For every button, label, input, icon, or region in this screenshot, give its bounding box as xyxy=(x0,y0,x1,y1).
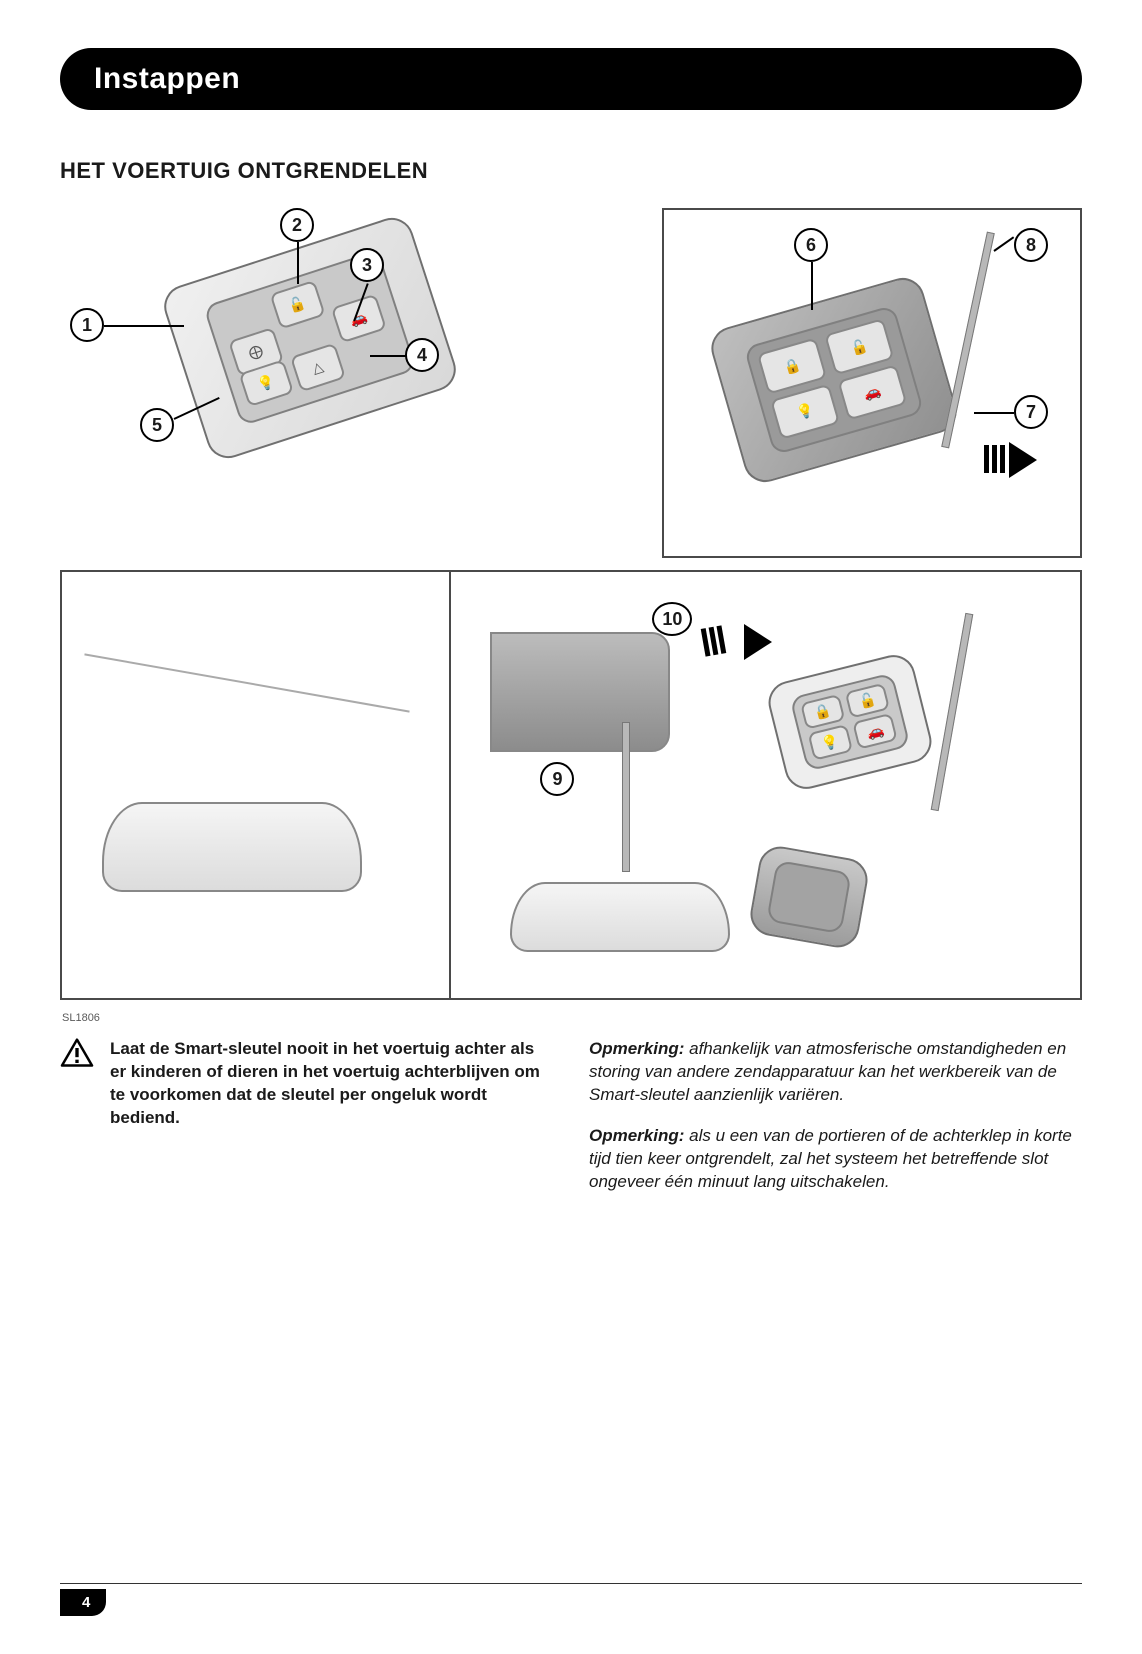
diagram-panel-keyfob-top: ⨁ 🔓 🚗 △ 💡 1 2 3 4 5 xyxy=(60,208,650,558)
callout-3: 3 xyxy=(350,248,384,282)
callout-4: 4 xyxy=(405,338,439,372)
column-left: Laat de Smart-sleutel nooit in het voert… xyxy=(60,1038,553,1212)
diagram-region: ⨁ 🔓 🚗 △ 💡 1 2 3 4 5 🔒 � xyxy=(60,208,1082,1024)
callout-9: 9 xyxy=(540,762,574,796)
chapter-header: Instappen xyxy=(60,48,1082,110)
note-2-label: Opmerking: xyxy=(589,1126,684,1145)
chapter-title: Instappen xyxy=(94,62,240,95)
diagram-panel-keyfob-blade: 🔒 🔓 💡 🚗 6 8 7 xyxy=(662,208,1082,558)
callout-6: 6 xyxy=(794,228,828,262)
column-right: Opmerking: afhankelijk van atmosferische… xyxy=(589,1038,1082,1212)
page-number: 4 xyxy=(60,1589,106,1616)
body-columns: Laat de Smart-sleutel nooit in het voert… xyxy=(60,1038,1082,1212)
callout-7: 7 xyxy=(1014,395,1048,429)
footer-rule xyxy=(60,1583,1082,1584)
warning-text: Laat de Smart-sleutel nooit in het voert… xyxy=(110,1038,553,1130)
callout-2: 2 xyxy=(280,208,314,242)
note-1-label: Opmerking: xyxy=(589,1039,684,1058)
callout-1: 1 xyxy=(70,308,104,342)
callout-5: 5 xyxy=(140,408,174,442)
note-1: Opmerking: afhankelijk van atmosferische… xyxy=(589,1038,1082,1107)
note-2: Opmerking: als u een van de portieren of… xyxy=(589,1125,1082,1194)
callout-10: 10 xyxy=(652,602,692,636)
section-heading: HET VOERTUIG ONTGRENDELEN xyxy=(60,158,1082,184)
diagram-code: SL1806 xyxy=(62,1012,1082,1024)
warning-icon xyxy=(60,1038,94,1068)
diagram-panel-door: 9 10 🔒 🔓 💡 🚗 xyxy=(60,570,1082,1000)
warning-block: Laat de Smart-sleutel nooit in het voert… xyxy=(60,1038,553,1130)
callout-8: 8 xyxy=(1014,228,1048,262)
